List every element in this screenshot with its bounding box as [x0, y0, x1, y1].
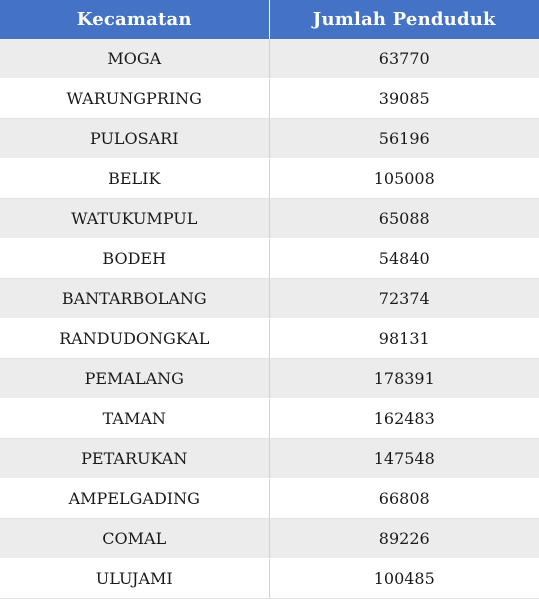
table-row: RANDUDONGKAL 98131	[0, 318, 539, 359]
table-row: BANTARBOLANG 72374	[0, 278, 539, 319]
kecamatan-cell: BODEH	[0, 238, 270, 279]
population-cell: 100485	[269, 558, 539, 599]
table-row: BELIK 105008	[0, 158, 539, 199]
kecamatan-cell: TAMAN	[0, 398, 270, 439]
kecamatan-cell: ULUJAMI	[0, 558, 270, 599]
kecamatan-cell: RANDUDONGKAL	[0, 318, 270, 359]
population-cell: 162483	[269, 398, 539, 439]
table-row: AMPELGADING 66808	[0, 478, 539, 519]
population-cell: 39085	[269, 78, 539, 119]
population-cell: 178391	[269, 358, 539, 399]
kecamatan-cell: COMAL	[0, 518, 270, 559]
population-cell: 63770	[269, 39, 539, 79]
column-header-kecamatan: Kecamatan	[0, 0, 270, 39]
table-row: TAMAN 162483	[0, 398, 539, 439]
population-cell: 105008	[269, 158, 539, 199]
population-cell: 54840	[269, 238, 539, 279]
kecamatan-cell: PEMALANG	[0, 358, 270, 399]
population-cell: 56196	[269, 118, 539, 159]
table-row: PEMALANG 178391	[0, 358, 539, 399]
kecamatan-cell: MOGA	[0, 39, 270, 79]
kecamatan-cell: AMPELGADING	[0, 478, 270, 519]
population-cell: 89226	[269, 518, 539, 559]
table-header: Kecamatan Jumlah Penduduk	[0, 0, 539, 39]
kecamatan-cell: WATUKUMPUL	[0, 198, 270, 239]
population-cell: 72374	[269, 278, 539, 319]
population-cell: 66808	[269, 478, 539, 519]
kecamatan-cell: BELIK	[0, 158, 270, 199]
table-row: BODEH 54840	[0, 238, 539, 279]
table-row: ULUJAMI 100485	[0, 558, 539, 599]
population-cell: 147548	[269, 438, 539, 479]
table-row: PULOSARI 56196	[0, 118, 539, 159]
population-cell: 65088	[269, 198, 539, 239]
column-header-jumlah-penduduk: Jumlah Penduduk	[269, 0, 539, 39]
table-row: WARUNGPRING 39085	[0, 78, 539, 119]
kecamatan-cell: WARUNGPRING	[0, 78, 270, 119]
kecamatan-cell: BANTARBOLANG	[0, 278, 270, 319]
population-cell: 98131	[269, 318, 539, 359]
table-row: MOGA 63770	[0, 39, 539, 79]
table-body: MOGA 63770 WARUNGPRING 39085 PULOSARI 56…	[0, 39, 539, 599]
kecamatan-cell: PULOSARI	[0, 118, 270, 159]
kecamatan-cell: PETARUKAN	[0, 438, 270, 479]
table-row: PETARUKAN 147548	[0, 438, 539, 479]
table-row: COMAL 89226	[0, 518, 539, 559]
table-row: WATUKUMPUL 65088	[0, 198, 539, 239]
header-row: Kecamatan Jumlah Penduduk	[0, 0, 539, 39]
